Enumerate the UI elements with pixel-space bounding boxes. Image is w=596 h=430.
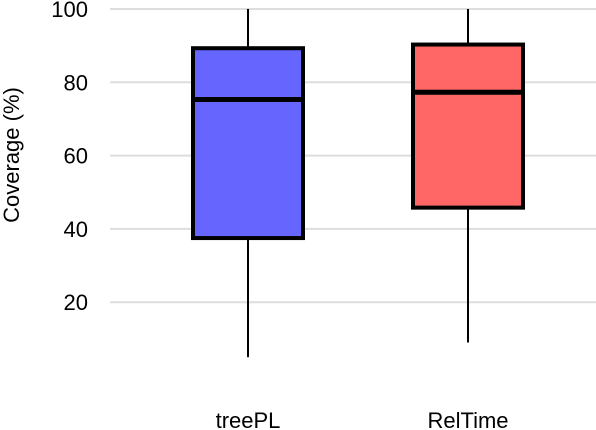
- iqr-box: [191, 46, 305, 241]
- y-tick-label: 20: [64, 290, 88, 315]
- iqr-box: [411, 42, 525, 210]
- x-category-label: RelTime: [427, 408, 508, 430]
- x-category-label: treePL: [216, 408, 281, 430]
- y-tick-label: 80: [64, 70, 88, 95]
- box-RelTime: [411, 9, 525, 343]
- y-axis-title: Coverage (%): [0, 87, 24, 223]
- y-tick-label: 60: [64, 144, 88, 169]
- y-axis-ticks: 20 40 60 80 100: [51, 0, 88, 315]
- y-tick-label: 40: [64, 217, 88, 242]
- y-tick-label: 100: [51, 0, 88, 22]
- x-axis-labels: treePL RelTime: [216, 408, 509, 430]
- box-treePL: [191, 9, 305, 358]
- boxes: [191, 9, 525, 358]
